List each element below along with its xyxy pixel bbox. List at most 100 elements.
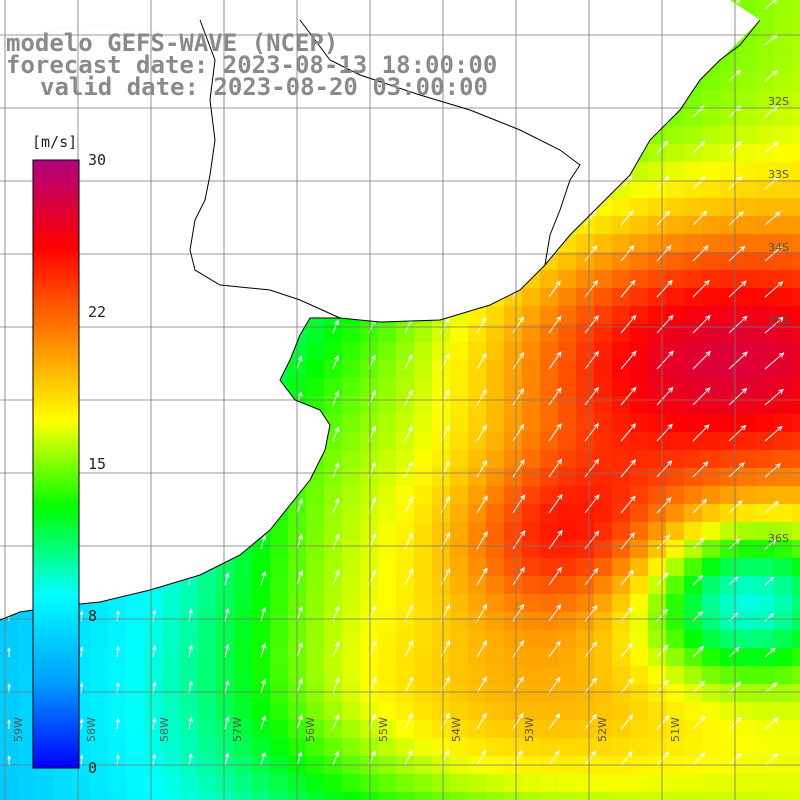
colorbar-unit: [m/s] xyxy=(32,133,78,151)
field-cell xyxy=(126,774,144,792)
field-cell xyxy=(648,558,666,576)
field-cell xyxy=(612,702,630,720)
field-cell xyxy=(702,432,720,450)
field-cell xyxy=(612,630,630,648)
wind-arrow xyxy=(728,538,741,550)
field-cell xyxy=(396,522,414,540)
field-cell xyxy=(216,630,234,648)
field-cell xyxy=(720,162,738,180)
field-cell xyxy=(594,306,612,324)
field-cell xyxy=(666,576,684,594)
wind-arrow xyxy=(728,500,743,514)
field-cell xyxy=(792,198,800,216)
field-cell xyxy=(378,504,396,522)
field-cell xyxy=(522,450,540,468)
field-cell xyxy=(414,576,432,594)
field-cell xyxy=(342,774,360,792)
field-cell xyxy=(738,612,756,630)
field-cell xyxy=(342,558,360,576)
field-cell xyxy=(774,576,792,594)
field-cell xyxy=(252,792,270,800)
field-cell xyxy=(306,324,324,342)
lon-label: 54W xyxy=(450,717,463,742)
field-cell xyxy=(270,738,288,756)
wind-arrow xyxy=(584,494,600,514)
wind-arrow xyxy=(115,645,120,658)
field-cell xyxy=(594,576,612,594)
field-cell xyxy=(756,234,774,252)
field-cell xyxy=(216,702,234,720)
field-cell xyxy=(738,126,756,144)
wind-arrow xyxy=(404,425,413,442)
field-cell xyxy=(342,684,360,702)
wind-arrow xyxy=(260,570,267,586)
wind-arrow xyxy=(728,424,747,442)
field-cell xyxy=(576,666,594,684)
field-cell xyxy=(126,612,144,630)
field-cell xyxy=(594,522,612,540)
field-cell xyxy=(720,630,738,648)
field-cell xyxy=(558,378,576,396)
field-cell xyxy=(576,522,594,540)
field-cell xyxy=(666,126,684,144)
field-cell xyxy=(198,720,216,738)
field-cell xyxy=(774,666,792,684)
field-cell xyxy=(720,738,738,756)
wind-arrow xyxy=(476,495,488,514)
field-cell xyxy=(594,288,612,306)
wind-arrow xyxy=(620,386,637,406)
field-cell xyxy=(738,684,756,702)
lon-label: 51W xyxy=(669,717,682,742)
wind-arrow xyxy=(404,676,414,694)
field-cell xyxy=(792,108,800,126)
field-cell xyxy=(162,666,180,684)
field-cell xyxy=(342,450,360,468)
wind-arrow xyxy=(296,677,303,694)
field-cell xyxy=(792,54,800,72)
field-cell xyxy=(468,486,486,504)
field-cell xyxy=(648,414,666,432)
field-cell xyxy=(162,594,180,612)
field-cell xyxy=(756,702,774,720)
field-cell xyxy=(432,702,450,720)
field-cell xyxy=(630,324,648,342)
field-cell xyxy=(702,684,720,702)
wind-arrow xyxy=(404,353,413,370)
field-cell xyxy=(594,468,612,486)
field-cell xyxy=(576,630,594,648)
field-cell xyxy=(576,450,594,468)
wind-arrow xyxy=(79,682,84,694)
field-cell xyxy=(162,612,180,630)
field-cell xyxy=(450,558,468,576)
field-cell xyxy=(792,90,800,108)
field-cell xyxy=(414,396,432,414)
field-cell xyxy=(666,450,684,468)
wind-arrow xyxy=(476,603,488,622)
field-cell xyxy=(720,558,738,576)
wind-arrow xyxy=(332,750,340,766)
wind-arrow xyxy=(440,353,450,370)
wind-arrow xyxy=(512,316,524,334)
wind-arrow xyxy=(404,604,414,622)
wind-arrow xyxy=(728,462,745,478)
field-cell xyxy=(396,594,414,612)
valid-date: valid date: 2023-08-20 03:00:00 xyxy=(40,73,488,101)
field-cell xyxy=(90,630,108,648)
field-cell xyxy=(414,774,432,792)
field-cell xyxy=(540,270,558,288)
field-cell xyxy=(630,198,648,216)
field-cell xyxy=(342,504,360,522)
field-cell xyxy=(540,414,558,432)
wind-arrow xyxy=(152,681,157,694)
field-cell xyxy=(378,540,396,558)
wind-arrow xyxy=(656,175,670,190)
wind-arrow xyxy=(620,244,635,262)
field-cell xyxy=(360,414,378,432)
field-cell xyxy=(558,486,576,504)
field-cell xyxy=(522,522,540,540)
field-cell xyxy=(270,648,288,666)
field-cell xyxy=(18,612,36,630)
field-cell xyxy=(540,450,558,468)
field-cell xyxy=(486,450,504,468)
wind-arrow xyxy=(476,567,488,586)
